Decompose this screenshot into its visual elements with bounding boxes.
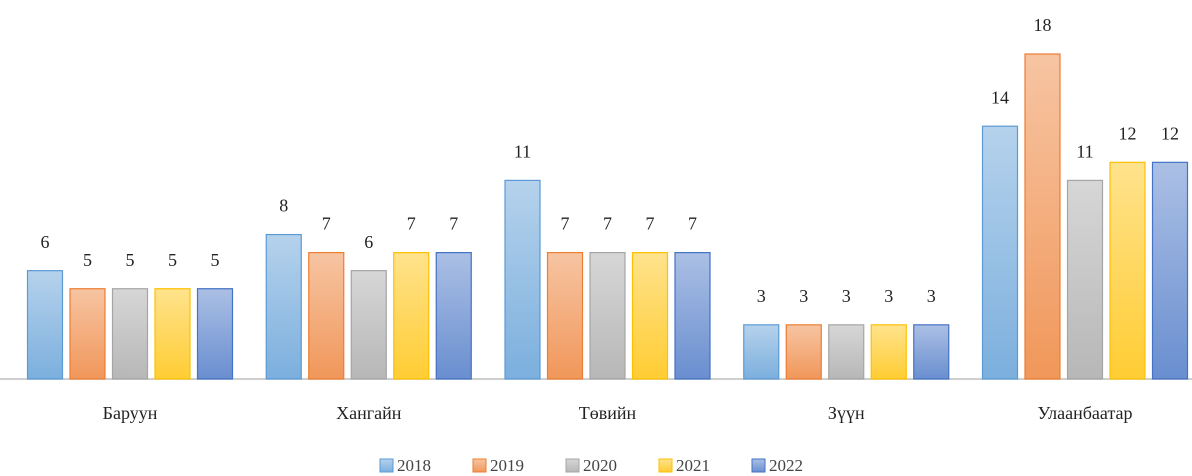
value-label: 3 [799, 286, 808, 306]
bar [674, 252, 711, 380]
value-label: 6 [41, 232, 50, 252]
bar [546, 252, 584, 380]
legend-swatch [565, 458, 580, 473]
value-label: 7 [449, 214, 458, 234]
value-label: 3 [842, 286, 851, 306]
value-label: 11 [1076, 142, 1093, 162]
value-label: 5 [83, 250, 92, 270]
bar [111, 288, 149, 380]
bar [1151, 161, 1189, 380]
value-label: 3 [884, 286, 893, 306]
bar [26, 270, 64, 380]
bar [504, 179, 541, 380]
bar [308, 252, 345, 380]
value-label: 7 [603, 214, 612, 234]
value-label: 7 [322, 214, 331, 234]
value-label: 6 [364, 232, 373, 252]
legend-label: 2021 [676, 456, 710, 475]
bar [785, 324, 822, 380]
x-tick-label: Төвийн [579, 403, 637, 423]
bar [350, 270, 387, 380]
legend-swatch [379, 458, 394, 473]
value-label: 7 [407, 214, 416, 234]
value-label: 7 [688, 214, 697, 234]
bar [196, 288, 234, 380]
bar [435, 252, 472, 380]
value-label: 18 [1034, 15, 1052, 35]
x-tick-label: Хангайн [336, 403, 402, 423]
value-label: 5 [211, 250, 220, 270]
bar [393, 252, 430, 380]
bar [265, 233, 302, 380]
bar [631, 252, 669, 380]
legend-label: 2018 [397, 456, 431, 475]
legend-swatch [658, 458, 673, 473]
value-label: 7 [561, 214, 570, 234]
legend-label: 2022 [769, 456, 803, 475]
bar [828, 324, 865, 380]
bar [154, 288, 191, 380]
bar [69, 288, 106, 380]
bar [981, 125, 1019, 380]
x-tick-label: Баруун [103, 403, 158, 423]
value-label: 12 [1161, 123, 1179, 143]
bar [1109, 161, 1146, 380]
value-label: 3 [927, 286, 936, 306]
x-tick-label: Улаанбаатар [1037, 403, 1132, 423]
legend-swatch [472, 458, 487, 473]
x-tick-label: Зүүн [828, 403, 865, 423]
legend-swatch [751, 458, 766, 473]
bar [743, 324, 780, 380]
value-label: 7 [646, 214, 655, 234]
legend-label: 2020 [583, 456, 617, 475]
bar [1066, 179, 1104, 380]
bar [870, 324, 907, 380]
bar [589, 252, 626, 380]
bar [913, 324, 950, 380]
value-label: 5 [168, 250, 177, 270]
bar [1024, 53, 1061, 380]
value-label: 3 [757, 286, 766, 306]
value-label: 11 [514, 142, 531, 162]
value-label: 8 [279, 196, 288, 216]
legend-label: 2019 [490, 456, 524, 475]
value-label: 12 [1119, 123, 1137, 143]
value-label: 14 [991, 87, 1009, 107]
value-label: 5 [126, 250, 135, 270]
